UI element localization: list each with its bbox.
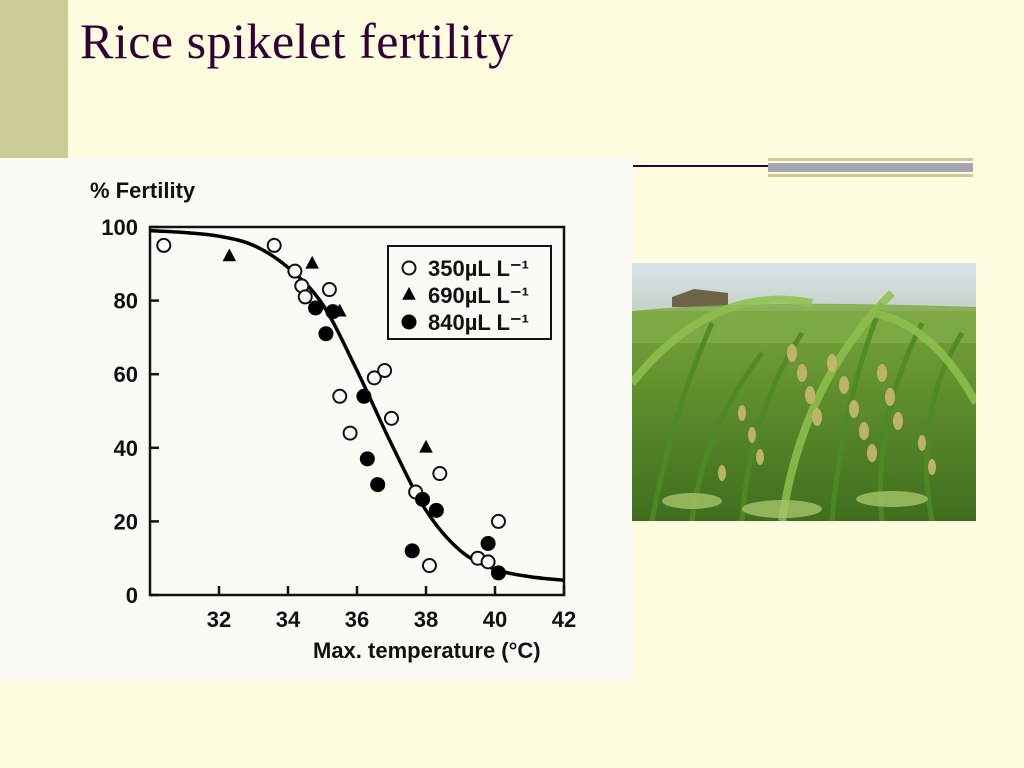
data-point-series-1 bbox=[332, 388, 348, 404]
legend-marker-1 bbox=[401, 260, 417, 276]
legend-label-1: 350µL L⁻¹ bbox=[428, 256, 529, 281]
axis-ticks: 32 34 36 38 40 42 0 20 40 60 80 100 bbox=[101, 215, 576, 632]
legend-marker-2 bbox=[402, 287, 416, 300]
data-point-series-3 bbox=[428, 502, 444, 518]
x-tick-label: 34 bbox=[276, 607, 301, 632]
y-tick-label: 60 bbox=[114, 362, 138, 387]
x-tick-label: 32 bbox=[207, 607, 231, 632]
data-point-series-3 bbox=[308, 300, 324, 316]
y-tick-label: 80 bbox=[114, 289, 138, 314]
y-axis-label: % Fertility bbox=[90, 178, 196, 203]
data-point-series-3 bbox=[318, 326, 334, 342]
data-point-series-3 bbox=[359, 451, 375, 467]
data-point-series-1 bbox=[490, 513, 506, 529]
fertility-chart-panel: % Fertility Max. temperature (°C) 32 34 36… bbox=[0, 158, 633, 680]
x-tick-label: 40 bbox=[483, 607, 507, 632]
slide-title: Rice spikelet fertility bbox=[80, 13, 514, 69]
data-point-series-2 bbox=[305, 255, 319, 269]
fertility-chart: % Fertility Max. temperature (°C) 32 34 36… bbox=[90, 178, 576, 663]
data-point-series-1 bbox=[366, 370, 382, 386]
data-point-series-1 bbox=[156, 237, 172, 253]
title-rule-accent bbox=[768, 158, 973, 178]
data-points bbox=[156, 237, 506, 581]
y-tick-label: 20 bbox=[114, 509, 138, 534]
x-tick-label: 42 bbox=[552, 607, 576, 632]
data-point-series-3 bbox=[480, 535, 496, 551]
data-point-series-1 bbox=[321, 282, 337, 298]
title-rule bbox=[632, 165, 772, 167]
data-point-series-2 bbox=[222, 248, 237, 262]
data-point-series-3 bbox=[370, 477, 386, 493]
data-point-series-3 bbox=[356, 388, 372, 404]
y-tick-label: 100 bbox=[101, 215, 138, 240]
data-point-series-1 bbox=[480, 554, 496, 570]
y-tick-label: 40 bbox=[114, 436, 138, 461]
data-point-series-2 bbox=[419, 439, 433, 453]
data-point-series-1 bbox=[421, 558, 437, 574]
x-axis-label: Max. temperature (°C) bbox=[313, 638, 541, 663]
data-point-series-3 bbox=[325, 304, 341, 320]
data-point-series-1 bbox=[342, 425, 358, 441]
data-point-series-3 bbox=[404, 543, 420, 559]
data-point-series-1 bbox=[297, 289, 313, 305]
data-point-series-1 bbox=[287, 263, 303, 279]
data-point-series-3 bbox=[415, 491, 431, 507]
rice-field-image bbox=[632, 263, 976, 521]
y-tick-label: 0 bbox=[126, 583, 138, 608]
legend-marker-3 bbox=[401, 314, 417, 330]
legend-label-2: 690µL L⁻¹ bbox=[428, 283, 529, 308]
data-point-series-1 bbox=[384, 410, 399, 426]
data-point-series-1 bbox=[377, 363, 393, 379]
rice-field-photo bbox=[632, 263, 976, 521]
legend-label-3: 840µL L⁻¹ bbox=[428, 310, 529, 335]
accent-bar bbox=[0, 0, 68, 160]
data-point-series-3 bbox=[490, 565, 506, 581]
x-tick-label: 36 bbox=[345, 607, 369, 632]
x-tick-label: 38 bbox=[414, 607, 438, 632]
data-point-series-1 bbox=[432, 466, 448, 482]
data-point-series-1 bbox=[266, 237, 282, 253]
